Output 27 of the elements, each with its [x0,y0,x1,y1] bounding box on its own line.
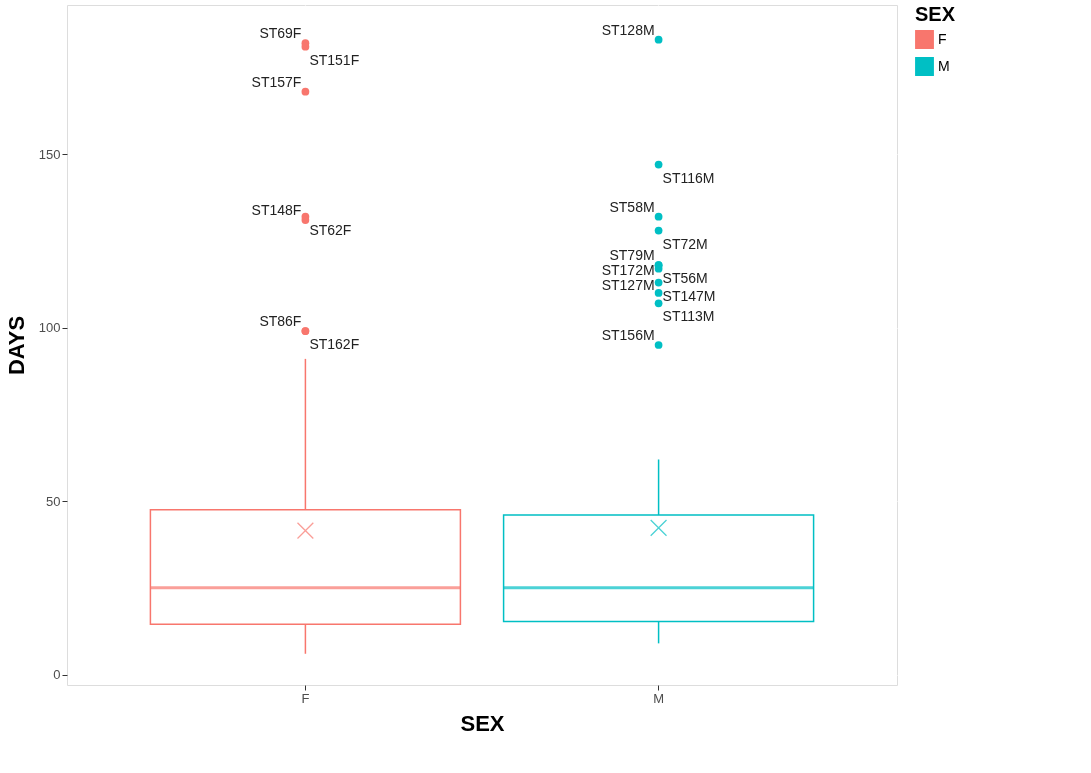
annotation: ST62F [309,221,352,238]
annotation: ST79M [609,247,655,264]
annotation: ST172M [601,262,655,279]
annotation: ST148F [251,202,302,219]
y-axis-title: DAYS [3,315,29,376]
annotation: ST116M [662,169,715,186]
y-tick-label: 0 [53,667,61,683]
annotation: ST151F [309,51,360,68]
annotation: ST113M [662,308,715,325]
annotation: ST147M [662,287,716,304]
annotation: ST69F [259,25,302,42]
annotation: ST56M [662,270,708,287]
annotation: ST86F [259,313,302,330]
legend-label: M [938,57,950,74]
annotation: ST72M [662,235,708,252]
annotation: ST58M [609,198,655,215]
y-tick-label: 150 [38,146,61,162]
y-tick-label: 50 [46,493,61,509]
annotation: ST162F [309,336,360,353]
annotation: ST156M [601,327,655,343]
legend-label: F [938,30,947,47]
legend-title: SEX [915,3,956,25]
annotation: ST127M [601,277,655,294]
y-tick-label: 100 [38,320,61,336]
x-axis-title: SEX [460,710,505,736]
annotation: ST157F [251,73,302,90]
annotation: ST128M [601,21,655,38]
